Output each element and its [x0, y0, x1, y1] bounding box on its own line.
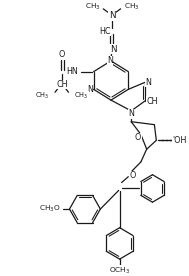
- Text: N: N: [107, 56, 113, 65]
- Text: HN: HN: [66, 67, 78, 76]
- Text: CH: CH: [147, 97, 158, 106]
- Text: N: N: [109, 11, 115, 20]
- Text: N: N: [87, 85, 93, 94]
- Text: N: N: [146, 78, 152, 87]
- Text: 'OH: 'OH: [173, 136, 187, 145]
- Text: O: O: [129, 171, 135, 180]
- Text: CH: CH: [56, 80, 67, 89]
- Text: CH$_3$O: CH$_3$O: [39, 204, 61, 214]
- Text: HC: HC: [99, 27, 111, 36]
- Text: CH$_3$: CH$_3$: [124, 2, 139, 12]
- Text: CH$_3$: CH$_3$: [35, 91, 49, 101]
- Text: O: O: [59, 51, 65, 59]
- Text: CH$_3$: CH$_3$: [85, 2, 100, 12]
- Text: N: N: [128, 109, 134, 118]
- Text: CH$_3$: CH$_3$: [74, 91, 88, 101]
- Text: OCH$_3$: OCH$_3$: [109, 266, 130, 276]
- Text: N: N: [110, 45, 116, 54]
- Text: O: O: [135, 133, 141, 142]
